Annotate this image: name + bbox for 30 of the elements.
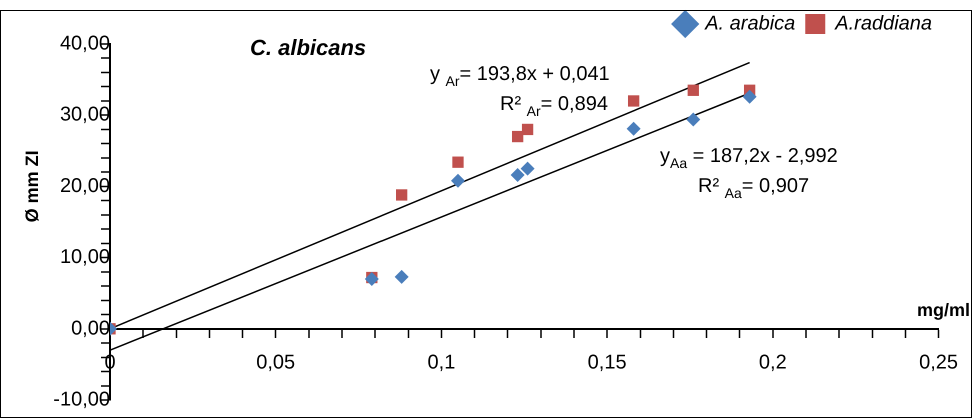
point [452, 156, 464, 168]
point [512, 130, 524, 142]
point [364, 272, 379, 286]
x-axis-title: mg/ml [916, 300, 970, 320]
y-tick-label: 20,00 [60, 174, 110, 197]
y-axis-title: Ø mm ZI [22, 150, 42, 222]
point [450, 174, 465, 188]
x-tick-label: 0,25 [919, 351, 958, 374]
point [394, 270, 409, 284]
chart-title: C. albicans [250, 35, 366, 60]
legend-label: A.raddiana [834, 12, 932, 35]
point [628, 95, 640, 107]
point [510, 168, 525, 182]
point [626, 122, 641, 136]
point [688, 84, 699, 96]
x-tick-label: 0,05 [256, 351, 296, 374]
y-tick-label: 40,00 [60, 32, 110, 55]
point [520, 162, 535, 176]
x-tick-label: 0,15 [588, 351, 627, 374]
point [742, 90, 757, 104]
point [396, 189, 408, 201]
y-tick-label: 10,00 [60, 246, 110, 268]
x-tick-label: 0,2 [758, 351, 787, 374]
y-tick-label: 0,00 [71, 317, 110, 340]
point [522, 124, 534, 136]
point [686, 112, 700, 126]
y-tick-label: 30,00 [60, 104, 110, 126]
x-tick-label: 0,1 [428, 351, 456, 374]
legend-label: A. arabica [704, 12, 796, 35]
y-tick-label: -10,00 [53, 388, 110, 411]
